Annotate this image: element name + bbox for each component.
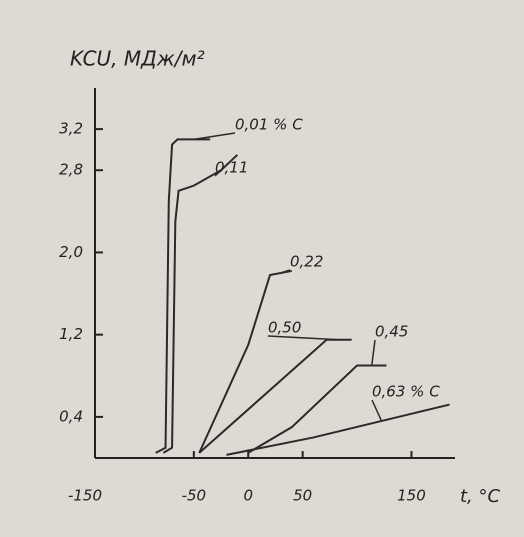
series-label: 0,11 <box>215 159 248 177</box>
x-tick-label: 150 <box>397 487 426 505</box>
series-label: 0,63 % C <box>372 383 440 401</box>
x-tick-label: -150 <box>68 487 102 505</box>
leader-line <box>214 161 230 177</box>
y-tick-label: 3,2 <box>59 120 83 138</box>
series-line <box>226 403 450 456</box>
x-tick-label: 50 <box>293 487 312 505</box>
y-tick-label: 0,4 <box>59 407 83 425</box>
x-tick-label: 0 <box>243 487 253 505</box>
x-tick-label: -50 <box>182 487 207 505</box>
y-axis-label: KCU, MДж/м² <box>70 47 205 71</box>
leader-line <box>267 335 340 341</box>
y-tick-label: 1,2 <box>59 325 83 343</box>
series-label: 0,45 <box>375 323 408 341</box>
y-tick-label: 2,8 <box>59 161 83 179</box>
x-axis-label: t, °C <box>460 486 501 507</box>
leader-line <box>193 132 236 141</box>
series-line <box>155 138 211 454</box>
series-label: 0,22 <box>290 253 323 271</box>
leader-line <box>371 399 383 422</box>
series-label: 0,01 % C <box>235 116 303 134</box>
y-tick-label: 2,0 <box>59 243 83 261</box>
leader-line <box>371 339 376 366</box>
leader-line <box>280 269 291 274</box>
series-label: 0,50 <box>268 319 301 337</box>
